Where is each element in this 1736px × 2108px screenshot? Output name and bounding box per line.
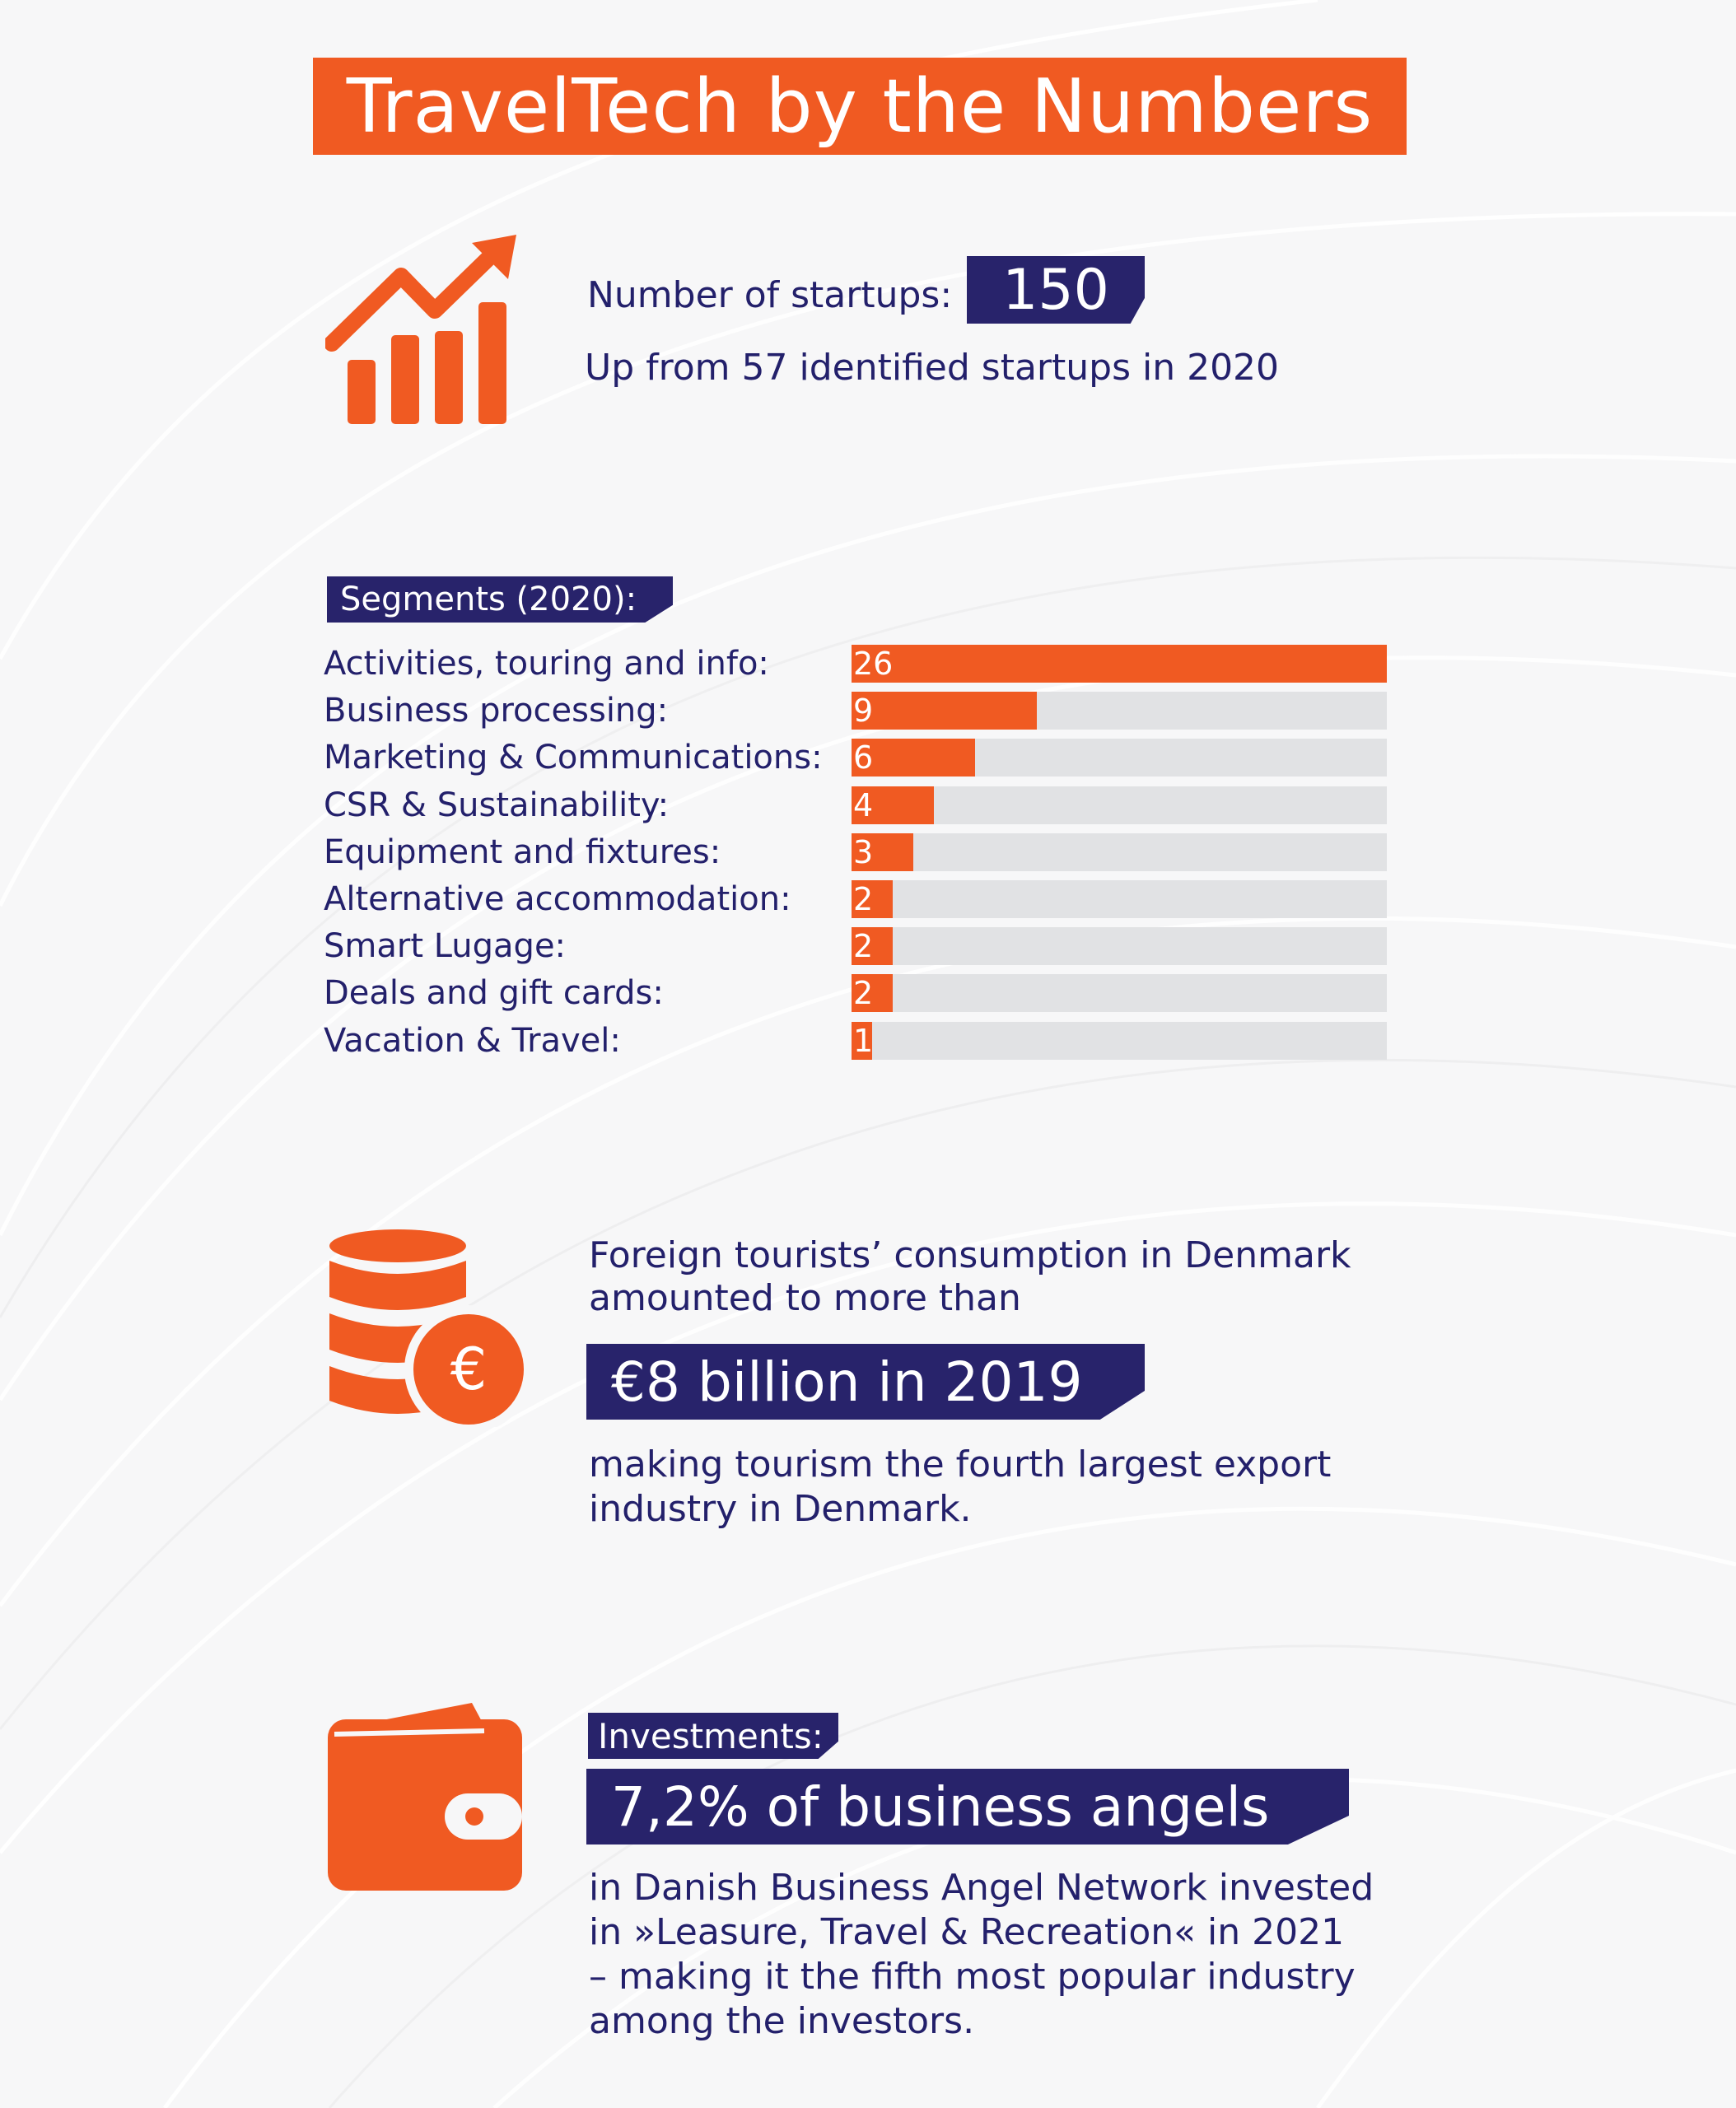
startups-count-badge: 150	[967, 256, 1145, 324]
segment-bar	[852, 645, 1387, 683]
tourism-intro-line2: amounted to more than	[589, 1277, 1021, 1319]
wallet-icon	[328, 1703, 522, 1891]
segment-label: Business processing:	[324, 692, 669, 730]
segment-bar	[852, 692, 1037, 730]
segment-label: Deals and gift cards:	[324, 974, 664, 1013]
startups-label: Number of startups:	[587, 274, 953, 316]
investments-line2: in »Leasure, Travel & Recreation« in 202…	[589, 1911, 1345, 1953]
segment-label: Activities, touring and info:	[324, 645, 769, 683]
segment-bar-track: 9	[852, 692, 1387, 730]
investments-line4: among the investors.	[589, 2000, 975, 2042]
segment-value-label: 1	[853, 1022, 874, 1059]
segment-value-label: 6	[853, 739, 874, 777]
tourism-outro-line2: industry in Denmark.	[589, 1488, 972, 1530]
tourism-outro-line1: making tourism the fourth largest export	[589, 1443, 1332, 1485]
segment-bar	[852, 1021, 872, 1060]
startups-note: Up from 57 identified startups in 2020	[585, 347, 1280, 389]
investments-line3: – making it the fifth most popular indus…	[589, 1956, 1356, 1998]
segment-value-label: 3	[853, 833, 874, 870]
segment-bar-track: 2	[852, 974, 1387, 1013]
growth-chart-icon	[325, 235, 516, 424]
segment-bar	[852, 974, 893, 1013]
page-title: TravelTech by the Numbers	[313, 58, 1407, 155]
segments-heading-box: Segments (2020):	[327, 576, 673, 623]
segment-bar	[852, 832, 913, 871]
segment-bar-track: 2	[852, 927, 1387, 966]
tourism-highlight-box: €8 billion in 2019	[586, 1344, 1145, 1420]
segment-bar-track: 3	[852, 832, 1387, 871]
segment-bar-track: 2	[852, 880, 1387, 918]
tourism-intro-line1: Foreign tourists’ consumption in Denmark	[589, 1234, 1351, 1276]
segment-bar-track: 6	[852, 739, 1387, 777]
segment-bar	[852, 880, 893, 918]
segment-value-label: 4	[853, 786, 874, 823]
segment-bar	[852, 927, 893, 966]
segment-bar-track: 4	[852, 786, 1387, 824]
segment-label: Alternative accommodation:	[324, 880, 791, 918]
segment-label: Smart Lugage:	[324, 927, 567, 966]
segment-bar-track: 26	[852, 645, 1387, 683]
segment-label: Equipment and fixtures:	[324, 832, 721, 871]
segment-value-label: 2	[853, 975, 874, 1012]
segment-value-label: 26	[853, 646, 894, 682]
segment-label: CSR & Sustainability:	[324, 786, 670, 824]
segment-label: Vacation & Travel:	[324, 1021, 621, 1060]
investments-line1: in Danish Business Angel Network investe…	[589, 1867, 1374, 1909]
startups-count: 150	[1002, 257, 1109, 323]
investments-highlight: 7,2% of business angels	[611, 1775, 1270, 1839]
segment-bar-track: 1	[852, 1021, 1387, 1060]
coins-euro-icon: €	[329, 1229, 533, 1427]
euro-symbol: €	[450, 1336, 488, 1403]
investments-highlight-box: 7,2% of business angels	[586, 1769, 1349, 1844]
investments-label: Investments:	[598, 1715, 824, 1756]
segments-heading: Segments (2020):	[340, 581, 637, 618]
investments-label-box: Investments:	[588, 1713, 838, 1759]
segment-value-label: 2	[853, 881, 874, 917]
tourism-highlight: €8 billion in 2019	[611, 1350, 1083, 1414]
segment-label: Marketing & Communications:	[324, 739, 823, 777]
segment-value-label: 9	[853, 693, 874, 730]
segment-bar	[852, 739, 975, 777]
segment-bar	[852, 786, 934, 824]
segment-value-label: 2	[853, 928, 874, 965]
